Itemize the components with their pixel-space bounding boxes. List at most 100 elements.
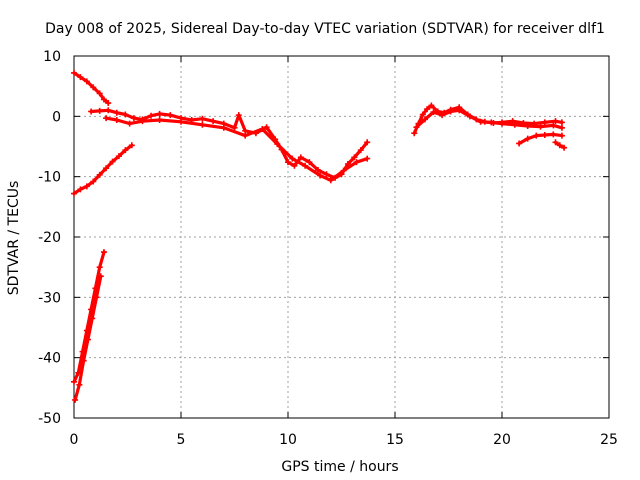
data-point <box>558 124 565 131</box>
x-tick-label: 20 <box>493 432 511 448</box>
data-point <box>167 112 174 119</box>
data-point <box>477 118 484 125</box>
data-point <box>122 147 129 154</box>
y-tick-label: -30 <box>38 290 61 306</box>
data-point <box>96 264 103 271</box>
y-tick-label: -20 <box>38 230 61 246</box>
data-point <box>424 106 431 113</box>
data-point <box>541 132 548 139</box>
data-point <box>96 90 103 97</box>
data-point <box>447 108 454 115</box>
data-point <box>297 154 304 161</box>
data-point <box>128 142 135 149</box>
data-point <box>88 108 95 115</box>
data-point <box>285 159 291 166</box>
data-point <box>72 396 79 403</box>
data-point <box>419 111 426 118</box>
data-point <box>90 84 97 91</box>
data-point <box>105 100 112 107</box>
data-point <box>113 109 120 116</box>
data-point <box>148 112 155 119</box>
data-point <box>340 167 347 174</box>
data-point <box>100 96 107 103</box>
tick-layer: 0 5 10 15 20 25 10 0 -10 -20 -30 -40 -50 <box>38 49 618 448</box>
data-point <box>242 132 249 139</box>
chart-title: Day 008 of 2025, Sidereal Day-to-day VTE… <box>45 21 605 37</box>
data-point <box>89 315 96 322</box>
data-point <box>550 122 557 129</box>
data-point <box>76 381 83 388</box>
data-point <box>83 78 90 85</box>
data-point <box>103 165 110 172</box>
data-point <box>327 177 334 184</box>
data-point <box>314 167 321 174</box>
data-point <box>552 118 559 125</box>
data-point <box>71 69 77 76</box>
data-point <box>541 119 548 126</box>
data-point <box>306 159 313 166</box>
data-point <box>96 171 103 178</box>
data-point <box>533 132 540 139</box>
data-point <box>115 153 122 160</box>
data-point <box>80 357 87 364</box>
data-point <box>71 378 77 385</box>
x-tick-label: 0 <box>70 432 79 448</box>
data-point <box>499 120 505 127</box>
data-point <box>122 111 129 118</box>
data-point <box>113 116 120 123</box>
data-point <box>466 113 473 120</box>
data-point <box>199 121 206 128</box>
data-point <box>84 336 91 343</box>
y-tick-label: -40 <box>38 351 61 367</box>
data-point <box>105 107 112 114</box>
data-point <box>90 178 97 185</box>
data-point <box>421 116 428 123</box>
data-point <box>302 162 309 169</box>
y-tick-label: 0 <box>52 109 61 125</box>
data-point <box>83 183 90 190</box>
data-point <box>552 139 559 146</box>
data-point <box>231 124 238 131</box>
x-tick-label: 25 <box>600 432 618 448</box>
data-point <box>100 249 107 256</box>
data-point <box>488 119 495 126</box>
series-arc-2 <box>72 143 134 196</box>
data-point <box>351 154 358 161</box>
data-point <box>511 121 518 128</box>
data-point <box>210 118 217 125</box>
x-tick-label: 10 <box>279 432 297 448</box>
data-point <box>71 190 77 197</box>
data-point <box>77 186 84 193</box>
data-point <box>199 115 206 122</box>
data-point <box>364 139 371 146</box>
data-point <box>411 130 418 137</box>
x-tick-label: 15 <box>386 432 404 448</box>
data-point <box>537 123 544 130</box>
data-point <box>103 115 110 122</box>
data-point <box>357 147 364 154</box>
x-tick-label: 5 <box>177 432 186 448</box>
data-point <box>97 273 104 280</box>
data-point <box>178 118 184 125</box>
data-point <box>428 102 435 109</box>
y-tick-label: -10 <box>38 170 61 186</box>
data-point <box>456 107 463 114</box>
data-point <box>556 142 563 149</box>
data-point <box>291 162 298 169</box>
y-tick-label: 10 <box>43 49 61 65</box>
data-point <box>289 155 296 162</box>
data-point <box>130 115 137 122</box>
y-tick-label: -50 <box>38 411 61 427</box>
data-point <box>516 140 523 147</box>
data-point <box>109 158 116 165</box>
data-point <box>274 141 281 148</box>
series-arc-4 <box>89 108 369 180</box>
data-point <box>323 171 330 178</box>
data-point <box>317 172 324 179</box>
data-point <box>235 112 242 119</box>
x-axis-label: GPS time / hours <box>281 459 398 475</box>
data-point <box>220 124 227 131</box>
data-point <box>93 294 100 301</box>
data-point <box>364 155 371 162</box>
